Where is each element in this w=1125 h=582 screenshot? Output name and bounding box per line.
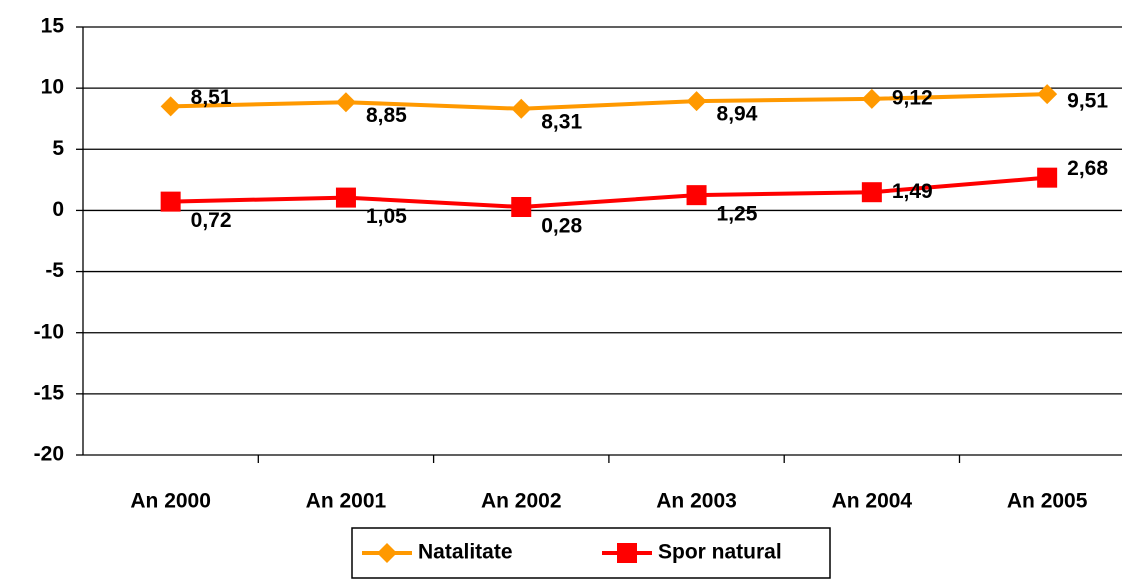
x-tick-label: An 2003	[656, 490, 737, 513]
legend-label: Spor natural	[658, 541, 782, 564]
value-label: 1,25	[717, 203, 758, 226]
marker	[861, 88, 882, 109]
legend-label: Natalitate	[418, 541, 513, 564]
y-tick-label: -10	[34, 320, 64, 343]
legend-box	[351, 527, 831, 579]
value-label: 8,85	[366, 104, 407, 127]
value-label: 1,05	[366, 205, 407, 228]
value-label: 0,72	[191, 209, 232, 232]
x-tick-label: An 2001	[306, 490, 387, 513]
marker	[160, 96, 181, 117]
value-label: 9,51	[1067, 90, 1108, 113]
value-label: 0,28	[541, 215, 582, 238]
marker	[861, 182, 882, 203]
series-line	[170, 92, 1048, 111]
marker	[335, 187, 356, 208]
marker	[377, 543, 397, 563]
series-line	[170, 175, 1048, 210]
x-tick-label: An 2004	[832, 490, 913, 513]
marker	[617, 543, 637, 563]
y-tick-label: -20	[34, 443, 64, 466]
value-label: 8,31	[541, 110, 582, 133]
y-tick-label: 10	[41, 76, 64, 99]
value-label: 1,49	[892, 180, 933, 203]
value-label: 8,94	[717, 103, 758, 126]
marker	[511, 197, 532, 218]
y-tick-label: -15	[34, 381, 65, 404]
y-tick-label: 0	[52, 198, 64, 221]
marker	[511, 98, 532, 119]
value-label: 9,12	[892, 86, 933, 109]
y-tick-label: 15	[41, 15, 65, 38]
y-tick-label: -5	[45, 259, 64, 282]
value-label: 2,68	[1067, 157, 1108, 180]
marker	[1037, 84, 1058, 105]
marker	[160, 191, 181, 212]
x-tick-label: An 2002	[481, 490, 562, 513]
marker	[335, 92, 356, 113]
y-tick-label: 5	[52, 137, 64, 160]
marker	[686, 185, 707, 206]
x-tick-label: An 2005	[1007, 490, 1088, 513]
x-tick-label: An 2000	[130, 490, 211, 513]
marker	[686, 91, 707, 112]
marker	[1037, 167, 1058, 188]
value-label: 8,51	[191, 86, 232, 109]
